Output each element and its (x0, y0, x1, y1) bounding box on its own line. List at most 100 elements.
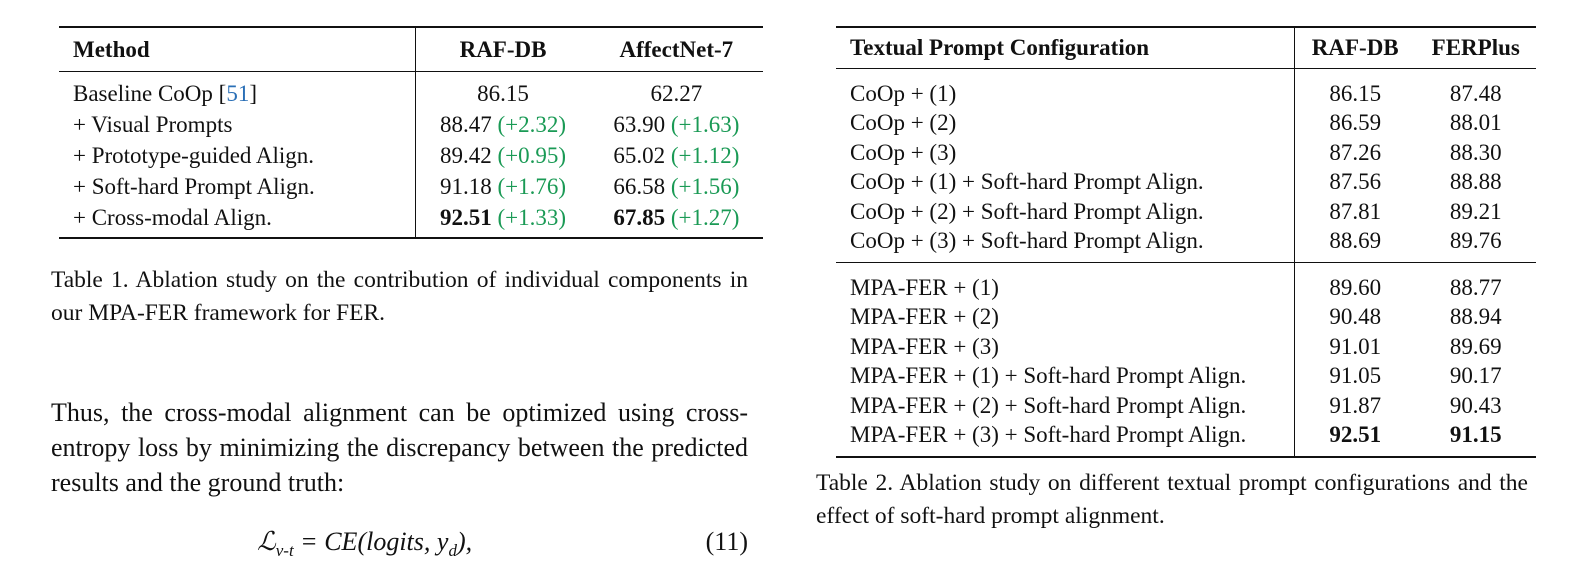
table-row: MPA-FER + (1) + Soft-hard Prompt Align. 9… (836, 361, 1536, 391)
ferplus-value: 87.48 (1449, 80, 1502, 106)
rafdb-value: 87.56 (1329, 169, 1382, 195)
table-row: CoOp + (2) + Soft-hard Prompt Align. 87.8… (836, 197, 1536, 227)
affectnet-value: 62.27 (650, 80, 703, 106)
rafdb-cell: 89.42 (+0.95) (416, 140, 590, 171)
eq-rhs: = CE(logits, y (300, 527, 449, 556)
method-cell: + Soft-hard Prompt Align. (59, 171, 417, 202)
affectnet-gain: (+1.12) (670, 142, 740, 168)
config-cell: CoOp + (2) + Soft-hard Prompt Align. (836, 197, 1295, 227)
affectnet-gain: (+1.27) (670, 204, 740, 230)
ferplus-value: 89.69 (1449, 333, 1502, 359)
table-2-body: CoOp + (1) 86.15 87.48 CoOp + (2) 86.59 88.01… (836, 68, 1536, 457)
rafdb-value: 87.26 (1329, 139, 1382, 165)
rafdb-value: 86.59 (1329, 110, 1382, 136)
table-row: CoOp + (2) 86.59 88.01 (836, 108, 1536, 138)
eq-rhs-end: ), (456, 527, 473, 556)
method-cell: + Cross-modal Align. (59, 202, 417, 238)
table-row: CoOp + (3) + Soft-hard Prompt Align. 88.6… (836, 226, 1536, 263)
rafdb-cell: 91.18 (+1.76) (416, 171, 590, 202)
config-cell: CoOp + (3) (836, 138, 1295, 168)
config-cell: MPA-FER + (1) + Soft-hard Prompt Align. (836, 361, 1295, 391)
rafdb-value: 92.51 (1329, 422, 1382, 448)
equation-body: ℒv-t = CE(logits, yd), (257, 527, 472, 561)
config-cell: MPA-FER + (1) (836, 262, 1295, 303)
rafdb-value: 91.01 (1329, 333, 1382, 359)
method-label: + Soft-hard Prompt Align. (73, 173, 315, 199)
affectnet-gain: (+1.63) (670, 111, 740, 137)
method-label: Baseline CoOp [ (73, 80, 227, 106)
table-row: CoOp + (1) 86.15 87.48 (836, 68, 1536, 109)
table-row: MPA-FER + (3) + Soft-hard Prompt Align. 9… (836, 420, 1536, 457)
table-row: + Visual Prompts 88.47 (+2.32) 63.90 (+1.6… (59, 109, 763, 140)
ferplus-value: 88.01 (1449, 110, 1502, 136)
affectnet-cell: 66.58 (+1.56) (590, 171, 763, 202)
rafdb-gain: (+0.95) (497, 142, 567, 168)
header-config: Textual Prompt Configuration (836, 27, 1295, 69)
table-row: + Soft-hard Prompt Align. 91.18 (+1.76) 66… (59, 171, 763, 202)
rafdb-gain: (+2.32) (497, 111, 567, 137)
affectnet-gain: (+1.56) (670, 173, 740, 199)
affectnet-value: 67.85 (613, 204, 666, 230)
ferplus-value: 90.17 (1449, 363, 1502, 389)
table-2-header-row: Textual Prompt Configuration RAF-DB FERP… (836, 27, 1536, 69)
affectnet-value: 65.02 (613, 142, 666, 168)
table-row: MPA-FER + (2) 90.48 88.94 (836, 302, 1536, 332)
table-1-caption: Table 1. Ablation study on the contribut… (51, 267, 748, 326)
ferplus-value: 90.43 (1449, 392, 1502, 418)
ferplus-value: 89.76 (1415, 226, 1536, 263)
equation-number: (11) (705, 527, 748, 556)
config-cell: MPA-FER + (2) + Soft-hard Prompt Align. (836, 391, 1295, 421)
eq-lhs-sub: v-t (275, 541, 294, 561)
config-cell: CoOp + (3) + Soft-hard Prompt Align. (836, 226, 1295, 263)
config-cell: MPA-FER + (2) (836, 302, 1295, 332)
equation-11: ℒv-t = CE(logits, yd), (11) (51, 527, 748, 563)
citation-link[interactable]: 51 (226, 80, 250, 106)
rafdb-value: 88.69 (1294, 226, 1416, 263)
header-rafdb: RAF-DB (415, 27, 590, 72)
rafdb-cell: 92.51 (+1.33) (416, 202, 590, 238)
rafdb-value: 91.05 (1329, 363, 1382, 389)
affectnet-cell: 67.85 (+1.27) (590, 202, 763, 238)
method-label-end: ] (249, 80, 257, 106)
rafdb-cell: 88.47 (+2.32) (416, 109, 590, 140)
ferplus-value: 89.21 (1449, 198, 1502, 224)
table-row: Baseline CoOp [51] 86.15 62.27 (59, 71, 763, 110)
rafdb-value: 86.15 (1329, 80, 1382, 106)
ferplus-value: 88.88 (1449, 169, 1502, 195)
ferplus-value: 88.77 (1449, 274, 1502, 300)
table-1-header-row: Method RAF-DB AffectNet-7 (59, 27, 763, 72)
rafdb-gain: (+1.33) (497, 204, 567, 230)
affectnet-cell: 65.02 (+1.12) (590, 140, 763, 171)
table-row: MPA-FER + (2) + Soft-hard Prompt Align. 9… (836, 391, 1536, 421)
config-cell: CoOp + (1) + Soft-hard Prompt Align. (836, 167, 1295, 197)
rafdb-cell: 86.15 (416, 72, 590, 110)
ferplus-value: 88.94 (1449, 304, 1502, 330)
header-affectnet: AffectNet-7 (589, 27, 763, 72)
rafdb-value: 92.51 (440, 204, 492, 230)
table-2-caption: Table 2. Ablation study on different tex… (816, 470, 1528, 529)
table-row: CoOp + (3) 87.26 88.30 (836, 138, 1536, 168)
rafdb-value: 87.81 (1329, 198, 1382, 224)
header-rafdb: RAF-DB (1294, 27, 1416, 69)
eq-rhs-sub: d (448, 541, 457, 561)
rafdb-value: 91.18 (440, 173, 492, 199)
rafdb-value: 89.42 (440, 142, 492, 168)
config-cell: CoOp + (1) (836, 68, 1295, 109)
ferplus-value: 88.30 (1449, 139, 1502, 165)
rafdb-value: 91.87 (1329, 392, 1382, 418)
eq-lhs: ℒ (257, 527, 276, 556)
table-1-body: Baseline CoOp [51] 86.15 62.27 + Visual Pro… (59, 71, 763, 238)
table-2: Textual Prompt Configuration RAF-DB FERP… (836, 26, 1536, 458)
rafdb-value: 88.47 (440, 111, 492, 137)
rafdb-gain: (+1.76) (497, 173, 567, 199)
header-ferplus: FERPlus (1415, 27, 1536, 69)
table-row: + Prototype-guided Align. 89.42 (+0.95) 65… (59, 140, 763, 171)
table-1: Method RAF-DB AffectNet-7 Baseline CoOp … (59, 26, 763, 239)
table-row: + Cross-modal Align. 92.51 (+1.33) 67.85 (… (59, 202, 763, 238)
method-label: + Prototype-guided Align. (73, 142, 315, 168)
affectnet-cell: 62.27 (590, 72, 763, 110)
table-row: MPA-FER + (1) 89.60 88.77 (836, 262, 1536, 303)
table-row: MPA-FER + (3) 91.01 89.69 (836, 332, 1536, 362)
rafdb-value: 89.60 (1329, 274, 1382, 300)
method-cell: + Visual Prompts (59, 109, 417, 140)
